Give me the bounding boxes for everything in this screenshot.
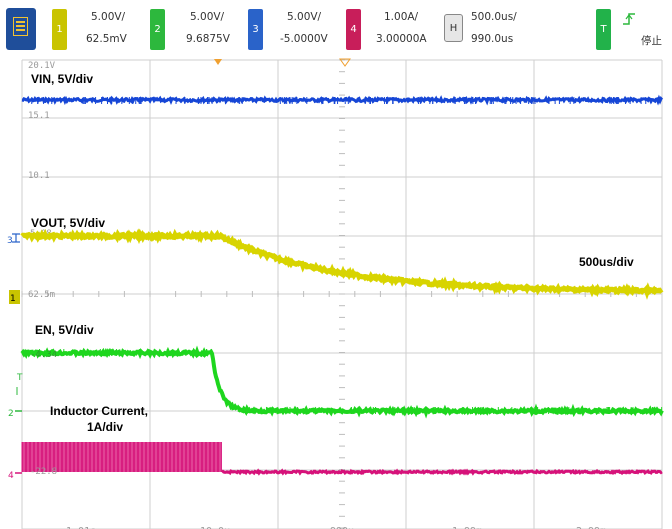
scope-toolbar: 1 5.00V/ 62.5mV 2 5.00V/ 9.6875V 3 5.00V… [0,0,672,58]
svg-text:3: 3 [7,236,13,246]
time-axis: -1.01s 10.0u 990u 1.99m 2.99m [60,526,606,529]
traces [20,94,664,476]
ch4-badge[interactable]: 4 [346,9,361,50]
ch4-ground-marker[interactable]: 4 [8,471,22,481]
trigger-level-marker[interactable]: T [16,373,23,395]
ch1-scale: 5.00V/ [91,11,126,23]
timebase-delay: 990.0us [471,33,514,45]
ch1-offset: 62.5mV [86,33,127,45]
grid-level-label: 15.1 [28,111,50,121]
trigger-edge-icon [623,13,635,25]
time-tick-label: 990u [330,526,354,529]
timebase-annotation: 500us/div [579,255,634,269]
grid-level-label: 10.1 [28,171,50,181]
svg-text:4: 4 [8,471,14,481]
menu-icon-glyph [13,17,28,36]
trigger-badge[interactable]: T [596,9,611,50]
inductor-current-annotation: Inductor Current, [50,404,148,418]
time-tick-label: 2.99m [576,526,606,529]
delay-marker [339,58,351,67]
svg-text:1: 1 [10,294,16,304]
ch2-ground-marker[interactable]: 2 [8,409,22,419]
svg-text:2: 2 [8,409,14,419]
ch2-scale: 5.00V/ [190,11,225,23]
ch4-offset: 3.00000A [376,33,427,45]
ch3-ground-marker[interactable]: 3 [7,233,20,246]
inductor-current-scale-annotation: 1A/div [87,420,124,434]
ch3-scale: 5.00V/ [287,11,322,23]
vin-annotation: VIN, 5V/div [31,72,94,86]
vout-annotation: VOUT, 5V/div [31,216,106,230]
ch3-badge[interactable]: 3 [248,9,263,50]
timebase-scale: 500.0us/ [471,11,517,23]
il-level-label: -22.8 [30,467,57,477]
ch1-ground-marker[interactable]: 1 [9,290,20,304]
en-annotation: EN, 5V/div [35,323,94,337]
vin-level-label: 20.1V [28,61,56,71]
ch2-offset: 9.6875V [186,33,230,45]
en-level-label: -4.34 [30,350,57,360]
ch3-offset: -5.0000V [280,33,328,45]
ch1-badge[interactable]: 1 [52,9,67,50]
ch4-scale: 1.00A/ [384,11,419,23]
waveform-display[interactable]: 20.1V 15.1 10.1 5.08 62.5m -4.34 -22.8 3… [0,58,672,529]
svg-text:T: T [16,373,23,383]
zero-level-label: 62.5m [28,290,55,300]
time-tick-label: 10.0u [200,526,230,529]
time-tick-label: 1.99m [452,526,482,529]
run-status: 停止 [641,35,662,47]
horizontal-badge[interactable]: H [444,14,463,42]
menu-icon[interactable] [6,8,36,50]
time-tick-label: -1.01s [60,526,96,529]
ch2-badge[interactable]: 2 [150,9,165,50]
trigger-position-marker [214,59,222,65]
